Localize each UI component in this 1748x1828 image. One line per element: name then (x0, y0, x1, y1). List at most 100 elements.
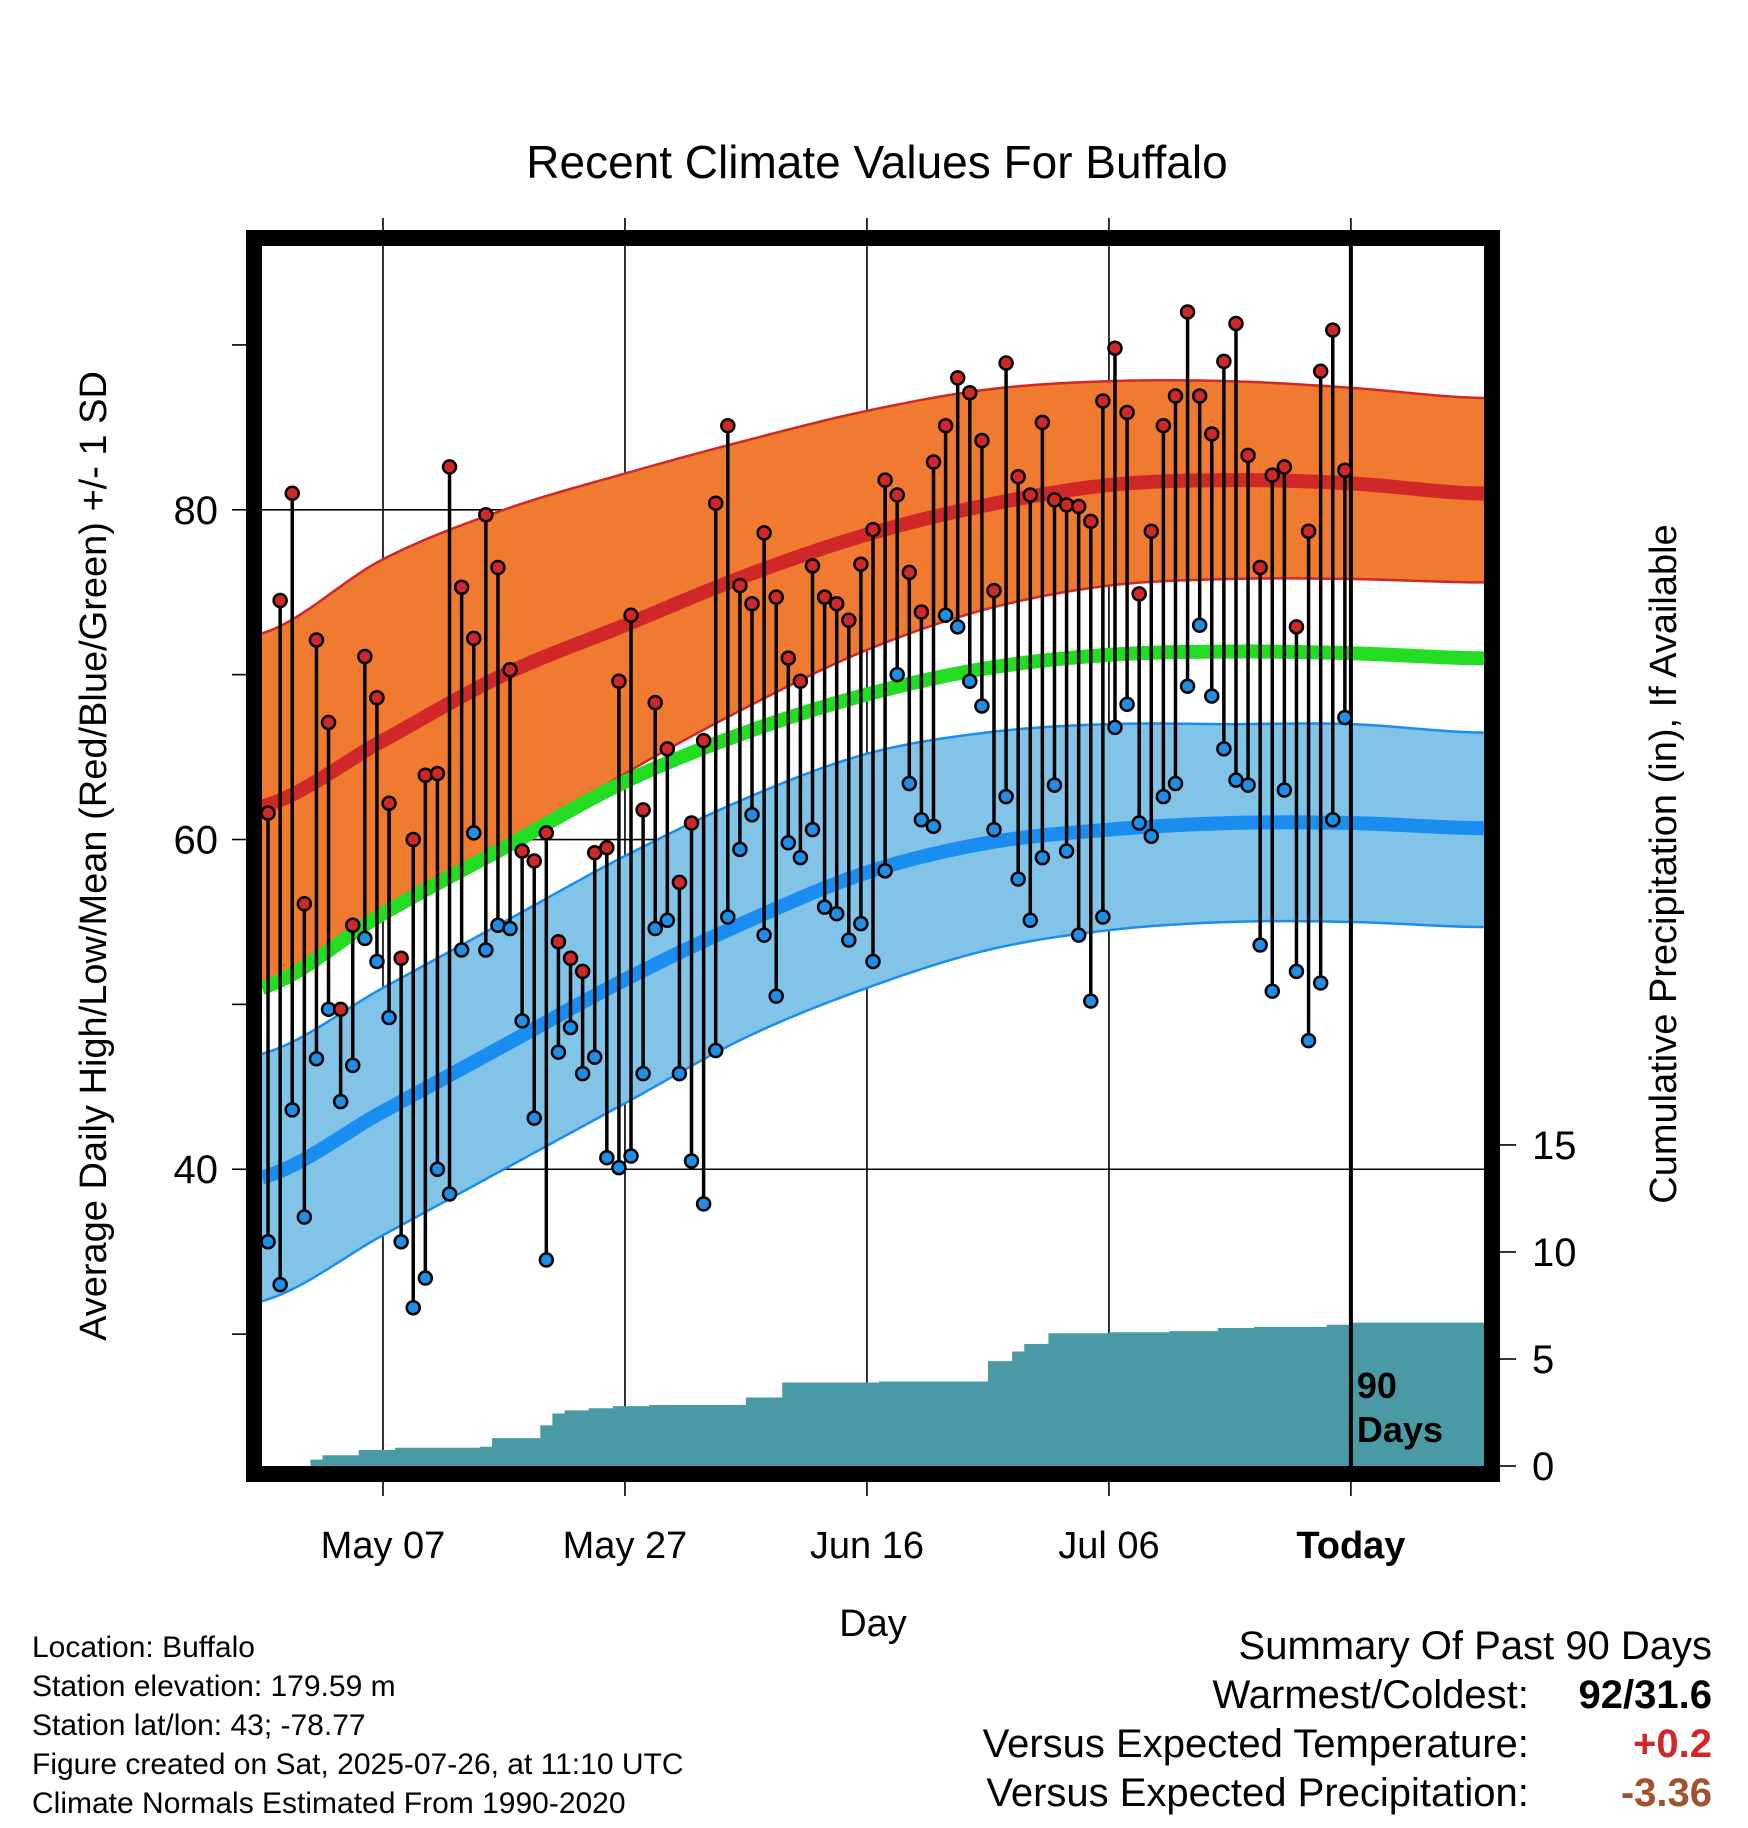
daily-high-point (635, 802, 651, 818)
daily-high-point (1337, 462, 1353, 478)
daily-low-point (962, 673, 978, 689)
daily-high-point (998, 355, 1014, 371)
daily-high-point (853, 556, 869, 572)
daily-high-point (1300, 523, 1317, 539)
daily-low-point (405, 1299, 421, 1316)
y-tick-label-left: 60 (174, 819, 219, 863)
daily-low-point (695, 1196, 712, 1212)
daily-low-point (478, 942, 494, 958)
daily-low-point (635, 1065, 651, 1082)
daily-high-point (913, 604, 930, 620)
daily-low-point (308, 1051, 325, 1067)
temp-label: Versus Expected Temperature: (982, 1722, 1529, 1766)
daily-low-point (671, 1065, 688, 1082)
daily-high-point (707, 495, 724, 511)
x-tick-label: May 07 (321, 1525, 446, 1567)
daily-high-point (937, 417, 954, 434)
daily-high-point (804, 558, 821, 574)
daily-high-point (332, 1001, 349, 1018)
latlon-text: Station lat/lon: 43; -78.77 (32, 1709, 366, 1742)
daily-high-point (877, 472, 893, 488)
daily-high-point (1240, 447, 1256, 464)
daily-high-point (441, 459, 458, 475)
daily-low-point (465, 825, 482, 841)
daily-high-point (344, 917, 361, 933)
low-sd-band (262, 723, 1484, 1302)
high-sd-band-upper-edge (261, 379, 1485, 635)
daily-high-point (550, 933, 567, 950)
daily-high-point (1107, 340, 1123, 356)
daily-high-point (357, 648, 373, 665)
daily-low-point (1264, 983, 1281, 999)
daily-high-point (720, 417, 736, 434)
daily-high-point (780, 650, 797, 666)
daily-ranges (260, 304, 1353, 1316)
warm-cold-value: 92/31.6 (1578, 1673, 1712, 1717)
x-tick-label: Jul 06 (1058, 1525, 1159, 1567)
daily-high-point (1179, 304, 1196, 320)
summary-panel: Summary Of Past 90 Days Warmest/Coldest:… (983, 1622, 1712, 1818)
temp-value: +0.2 (1633, 1722, 1712, 1766)
daily-low-point (1010, 871, 1026, 887)
daily-low-point (1312, 975, 1329, 991)
daily-low-point (429, 1161, 446, 1177)
daily-low-point (1022, 912, 1039, 929)
daily-low-point (260, 1234, 276, 1250)
daily-low-point (901, 775, 918, 792)
daily-high-point (1034, 414, 1051, 431)
daily-high-point (792, 673, 809, 689)
elevation-text: Station elevation: 179.59 m (32, 1670, 396, 1703)
daily-low-point (272, 1276, 288, 1293)
daily-low-point (1034, 849, 1051, 866)
x-tick-label: Jun 16 (810, 1525, 924, 1567)
daily-high-point (841, 612, 857, 628)
daily-high-point (623, 607, 639, 624)
precip-cumulative-area (262, 1322, 1484, 1466)
y-tick-label-right: 5 (1532, 1338, 1554, 1382)
daily-low-point (1095, 909, 1111, 925)
daily-high-point (949, 370, 966, 386)
daily-low-point (1143, 828, 1160, 844)
daily-low-point (937, 607, 954, 624)
daily-low-point (780, 835, 797, 851)
y-tick-label-left: 80 (174, 489, 219, 533)
daily-high-point (393, 950, 409, 966)
daily-low-point (623, 1148, 639, 1164)
summary-warm-cold: Warmest/Coldest: 92/31.6 (983, 1671, 1713, 1720)
daily-low-point (998, 788, 1014, 805)
daily-high-point (490, 559, 506, 576)
daily-high-point (296, 896, 313, 912)
daily-high-point (260, 805, 276, 821)
daily-high-point (308, 632, 325, 648)
daily-high-point (538, 825, 555, 841)
daily-high-point (1070, 498, 1087, 515)
daily-low-point (1288, 963, 1305, 980)
daily-low-point (877, 863, 893, 879)
daily-low-point (514, 1013, 530, 1029)
daily-low-point (393, 1234, 409, 1250)
station-info: Location: Buffalo Station elevation: 179… (32, 1628, 684, 1823)
daily-high-point (889, 487, 905, 503)
daily-high-point (562, 950, 579, 966)
daily-high-point (478, 506, 494, 523)
daily-high-point (647, 694, 663, 711)
daily-low-point (816, 899, 833, 915)
daily-low-point (344, 1057, 361, 1074)
warm-cold-label: Warmest/Coldest: (1212, 1673, 1529, 1717)
daily-low-point (659, 912, 676, 929)
daily-low-point (562, 1019, 579, 1036)
summary-temp: Versus Expected Temperature: +0.2 (983, 1720, 1712, 1769)
daily-high-point (671, 874, 688, 891)
daily-high-point (1288, 619, 1305, 635)
daily-high-point (1022, 487, 1039, 503)
daily-high-point (405, 831, 421, 848)
daily-high-point (1119, 404, 1135, 421)
daily-high-point (1155, 417, 1172, 434)
low-sd-band-lower-edge (261, 919, 1485, 1303)
daily-high-point (901, 564, 918, 581)
daily-low-point (1191, 617, 1208, 633)
x-axis-label: Day (839, 1603, 907, 1645)
daily-low-point (925, 818, 942, 835)
daily-low-point (974, 698, 990, 714)
